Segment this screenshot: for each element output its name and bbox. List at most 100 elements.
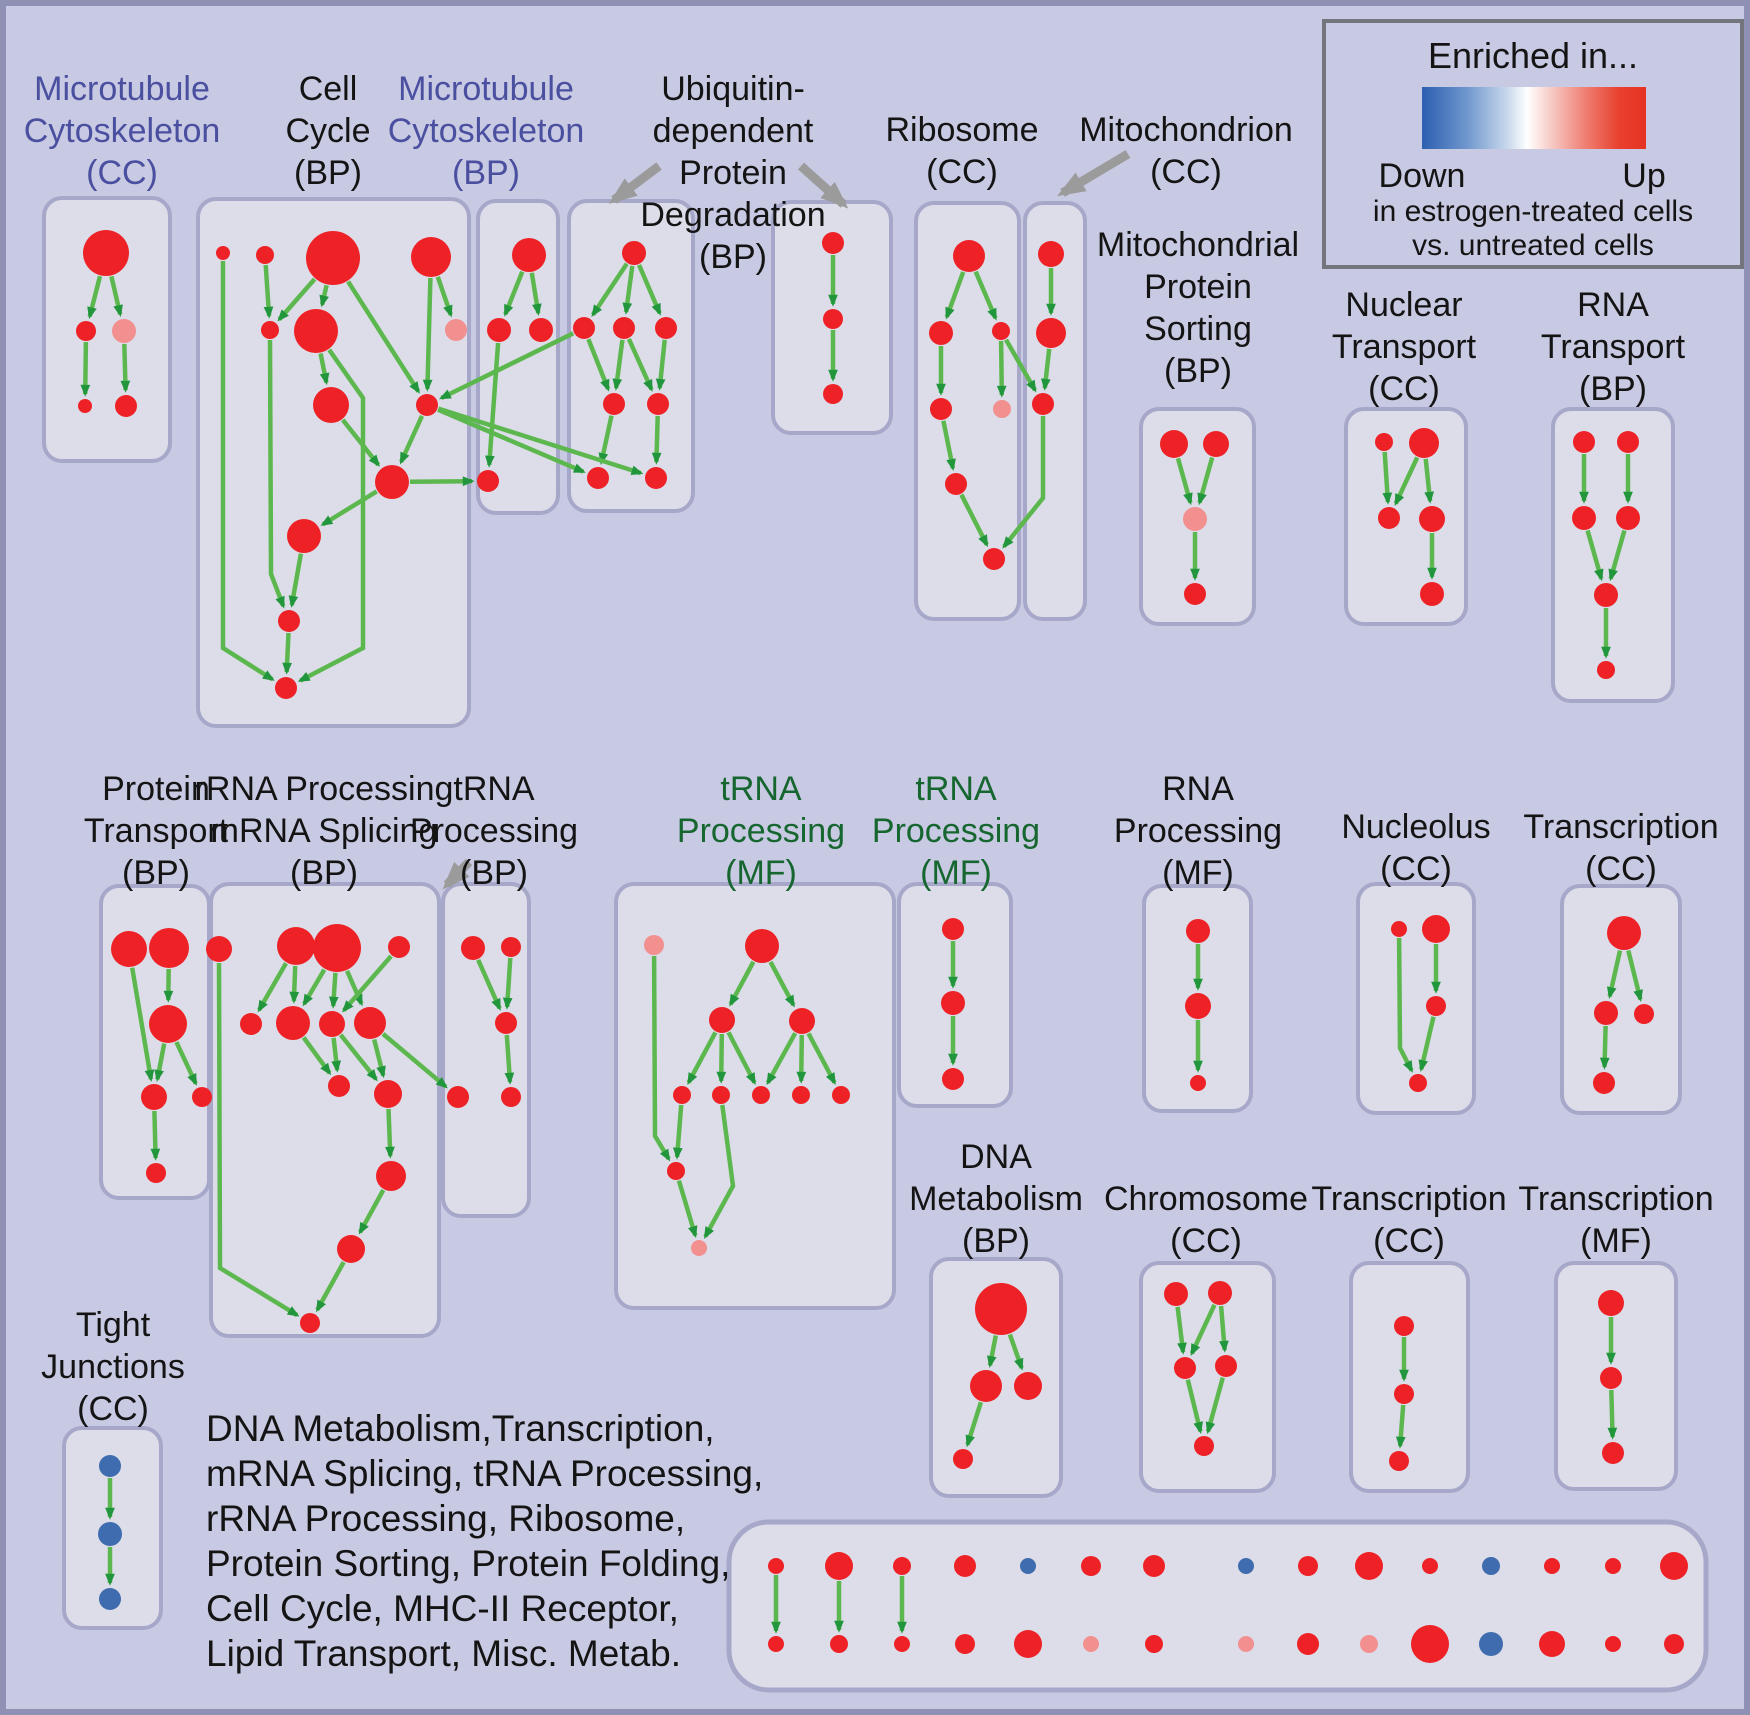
node-rnat-tl bbox=[1573, 431, 1595, 453]
legend-subline-2: vs. untreated cells bbox=[1412, 229, 1654, 262]
node-ribo-midL bbox=[929, 321, 953, 345]
edge-txcc2 bbox=[1626, 949, 1643, 1003]
node-mtcc-b bbox=[76, 321, 96, 341]
label-ubiqA-line-3: Protein bbox=[679, 154, 787, 192]
label-dnam-line-3: (BP) bbox=[962, 1222, 1030, 1260]
node-tj-c bbox=[99, 1588, 121, 1610]
node-nuct-tl bbox=[1375, 433, 1393, 451]
node-nuct-mr bbox=[1419, 506, 1445, 532]
summary-node-bottom-4 bbox=[955, 1634, 975, 1654]
summary-node-bottom-2 bbox=[830, 1635, 848, 1653]
summary-node-bottom-6 bbox=[1083, 1636, 1099, 1652]
edge-cc bbox=[346, 280, 421, 394]
edge-nucleolus bbox=[1396, 937, 1414, 1073]
node-mito-big bbox=[1036, 318, 1066, 348]
node-trnamf2-b bbox=[941, 991, 965, 1015]
label-trnamf1-line-3: (MF) bbox=[725, 854, 797, 892]
node-tj-b bbox=[98, 1522, 122, 1546]
summary-node-top-5 bbox=[1020, 1558, 1036, 1574]
edge-trnabp bbox=[504, 1034, 515, 1085]
label-tj-line-3: (CC) bbox=[77, 1390, 149, 1428]
label-trnabp-line-2: Processing bbox=[409, 812, 579, 850]
edge-pt bbox=[154, 1043, 167, 1082]
node-cc-j bbox=[375, 465, 409, 499]
edge-rrna bbox=[385, 1108, 395, 1159]
node-trnamf2-a bbox=[942, 918, 964, 940]
edge-mito bbox=[1040, 348, 1052, 391]
label-txcc3-line-2: (CC) bbox=[1373, 1222, 1445, 1260]
edge-cc bbox=[263, 264, 274, 319]
node-trnamf1-b5 bbox=[832, 1086, 850, 1104]
node-trnamf1-pt bbox=[644, 935, 664, 955]
summary-node-top-9 bbox=[1298, 1556, 1318, 1576]
node-rnapmf-b bbox=[1185, 993, 1211, 1019]
annotation-arrow-4 bbox=[442, 858, 473, 890]
summary-panel-box bbox=[726, 1519, 1709, 1693]
edge-trnamf1 bbox=[703, 1104, 736, 1239]
label-dnam-line-1: DNA bbox=[960, 1138, 1032, 1176]
label-tj: Tight Junctions (CC) bbox=[41, 1304, 185, 1430]
edge-ribo bbox=[959, 493, 989, 548]
node-trnamf1-pb bbox=[691, 1240, 707, 1256]
summary-node-bottom-13 bbox=[1539, 1631, 1565, 1657]
node-cc-k bbox=[287, 519, 321, 553]
label-mps: Mitochondrial Protein Sorting (BP) bbox=[1097, 224, 1299, 392]
edge-ubiqA bbox=[651, 415, 662, 465]
label-ribo-line-1: Ribosome bbox=[885, 111, 1039, 149]
label-mito-line-2: (CC) bbox=[1150, 153, 1222, 191]
annotation-arrow-1 bbox=[608, 162, 662, 204]
node-rrna-tB bbox=[277, 927, 315, 965]
label-rnapmf-line-3: (MF) bbox=[1162, 854, 1234, 892]
label-trnabp-line-1: tRNA bbox=[453, 770, 535, 808]
node-rrna-tD bbox=[388, 936, 410, 958]
label-rrna-line-1: rRNA Processing bbox=[194, 770, 454, 808]
legend-colorbar bbox=[1422, 87, 1646, 149]
node-pt-sr bbox=[192, 1087, 212, 1107]
label-txcc2-line-1: Transcription bbox=[1523, 808, 1719, 846]
edge-trnamf1 bbox=[651, 955, 671, 1162]
label-mito: Mitochondrion (CC) bbox=[1079, 109, 1293, 193]
summary-node-bottom-15 bbox=[1664, 1634, 1684, 1654]
node-trnamf1-ml bbox=[709, 1007, 735, 1033]
label-trnamf1: tRNA Processing (MF) bbox=[677, 768, 845, 894]
edge-cc bbox=[282, 632, 292, 675]
node-trnamf2-c bbox=[942, 1068, 964, 1090]
node-rrna-mG bbox=[319, 1011, 345, 1037]
node-trnabp-tr bbox=[501, 937, 521, 957]
node-mtcc-d bbox=[78, 399, 92, 413]
summary-node-bottom-14 bbox=[1605, 1636, 1621, 1652]
node-rrna-tC bbox=[313, 924, 361, 972]
node-rrna-rM bbox=[376, 1161, 406, 1191]
legend-title: Enriched in... bbox=[1427, 35, 1639, 76]
edge-ribo bbox=[996, 340, 1007, 398]
cross-edge bbox=[437, 407, 586, 474]
label-chrom-line-1: Chromosome bbox=[1103, 1180, 1309, 1218]
node-ubiqA-top bbox=[622, 241, 646, 265]
node-rnat-bt bbox=[1597, 661, 1615, 679]
node-trnabp-tl bbox=[461, 936, 485, 960]
label-trnamf1-line-2: Processing bbox=[676, 812, 846, 850]
node-pt-md bbox=[149, 1005, 187, 1043]
edge-mtcc bbox=[87, 275, 103, 320]
cluster-box-trnabp bbox=[441, 882, 531, 1218]
note-line-3: rRNA Processing, Ribosome, bbox=[206, 1498, 686, 1539]
summary-node-top-1 bbox=[768, 1558, 784, 1574]
edge-cc bbox=[297, 348, 366, 683]
edge-trnamf1 bbox=[672, 1104, 684, 1160]
summary-node-top-3 bbox=[893, 1557, 911, 1575]
legend-subline-1: in estrogen-treated cells bbox=[1372, 195, 1694, 228]
label-nuct: Nuclear Transport (CC) bbox=[1332, 284, 1476, 410]
label-nucleolus-line-2: (CC) bbox=[1380, 850, 1452, 888]
label-txmf-line-1: Transcription bbox=[1518, 1180, 1714, 1218]
annotation-arrow-3 bbox=[1057, 150, 1131, 197]
edge-ribo bbox=[944, 271, 966, 320]
node-tj-a bbox=[99, 1455, 121, 1477]
label-rnapmf-line-2: Processing bbox=[1113, 812, 1283, 850]
node-cc-f bbox=[294, 309, 338, 353]
node-mtbp-top bbox=[512, 238, 546, 272]
edge-rrna bbox=[345, 969, 364, 1007]
edges-layer bbox=[80, 255, 1643, 1634]
node-ubiqB-c bbox=[823, 384, 843, 404]
node-chrom-mr bbox=[1215, 1355, 1237, 1377]
node-dnam-dr bbox=[1014, 1372, 1042, 1400]
